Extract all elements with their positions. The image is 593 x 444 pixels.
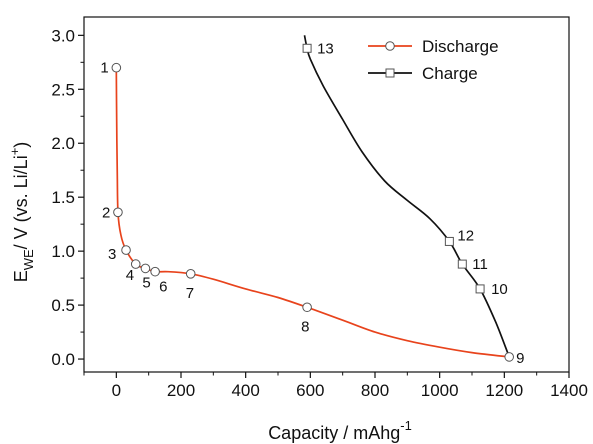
point-label-1: 1	[100, 60, 108, 77]
y-axis-label-sup: +	[7, 148, 22, 156]
point-label-3: 3	[108, 246, 116, 263]
y-tick-label: 1.0	[51, 242, 75, 261]
charge-marker	[475, 284, 485, 294]
legend: Discharge Charge	[368, 37, 499, 83]
point-label-8: 8	[301, 318, 309, 335]
legend-charge-marker	[385, 68, 395, 78]
point-label-10: 10	[491, 281, 508, 298]
point-label-12: 12	[457, 227, 474, 244]
point-label-9: 9	[516, 350, 524, 367]
point-label-13: 13	[317, 40, 334, 57]
axis-ticks: 0 200 400 600 800 1000 1200 1400 0.0 0.5 1.0 1.5 2.0…	[51, 26, 588, 400]
charge-marker	[457, 259, 467, 269]
point-label-6: 6	[159, 279, 167, 296]
discharge-marker	[185, 269, 196, 279]
point-label-7: 7	[186, 285, 194, 302]
discharge-marker	[121, 245, 131, 255]
point-label-4: 4	[126, 267, 134, 284]
discharge-marker	[111, 62, 122, 73]
y-tick-label: 3.0	[51, 26, 75, 45]
x-tick-label: 0	[112, 381, 121, 400]
y-tick-label: 2.5	[51, 80, 75, 99]
x-tick-label: 1000	[421, 381, 459, 400]
x-tick-label: 400	[231, 381, 259, 400]
discharge-marker	[504, 352, 514, 362]
discharge-marker	[130, 259, 141, 269]
legend-discharge-label: Discharge	[422, 37, 499, 56]
discharge-marker	[113, 207, 123, 218]
x-tick-label: 200	[167, 381, 195, 400]
x-tick-label: 800	[361, 381, 389, 400]
x-axis-label: Capacity / mAhg-1	[268, 418, 412, 443]
discharge-marker	[302, 302, 312, 313]
discharge-marker	[150, 266, 160, 277]
legend-charge-label: Charge	[422, 64, 478, 83]
charge-marker	[302, 43, 312, 53]
x-tick-label: 600	[296, 381, 324, 400]
legend-discharge-marker	[385, 41, 395, 51]
plot-frame	[83, 16, 570, 373]
charge-marker	[444, 236, 454, 246]
x-tick-label: 1200	[485, 381, 523, 400]
y-tick-label: 1.5	[51, 188, 75, 207]
y-tick-label: 0.0	[51, 350, 75, 369]
point-label-5: 5	[142, 274, 150, 291]
y-axis-label: EWE/ V (vs. Li/Li+)	[7, 142, 36, 283]
y-axis-label-close: )	[11, 142, 31, 148]
plot-area-border	[83, 16, 570, 373]
discharge-marker	[140, 263, 151, 274]
point-label-2: 2	[102, 204, 110, 221]
x-tick-label: 1400	[550, 381, 588, 400]
discharge-curve	[115, 67, 510, 358]
charge-curve	[303, 35, 510, 358]
y-axis-label-e: E	[11, 270, 31, 282]
y-axis-label-mid: / V (vs. Li/Li	[11, 155, 31, 249]
x-axis-label-superscript: -1	[400, 418, 412, 433]
series-curves	[115, 35, 510, 358]
y-tick-label: 0.5	[51, 296, 75, 315]
y-tick-label: 2.0	[51, 134, 75, 153]
y-axis-label-sub: WE	[21, 249, 36, 270]
point-label-11: 11	[472, 256, 488, 273]
x-axis-label-main: Capacity / mAhg	[268, 423, 400, 443]
series-markers	[111, 43, 514, 362]
